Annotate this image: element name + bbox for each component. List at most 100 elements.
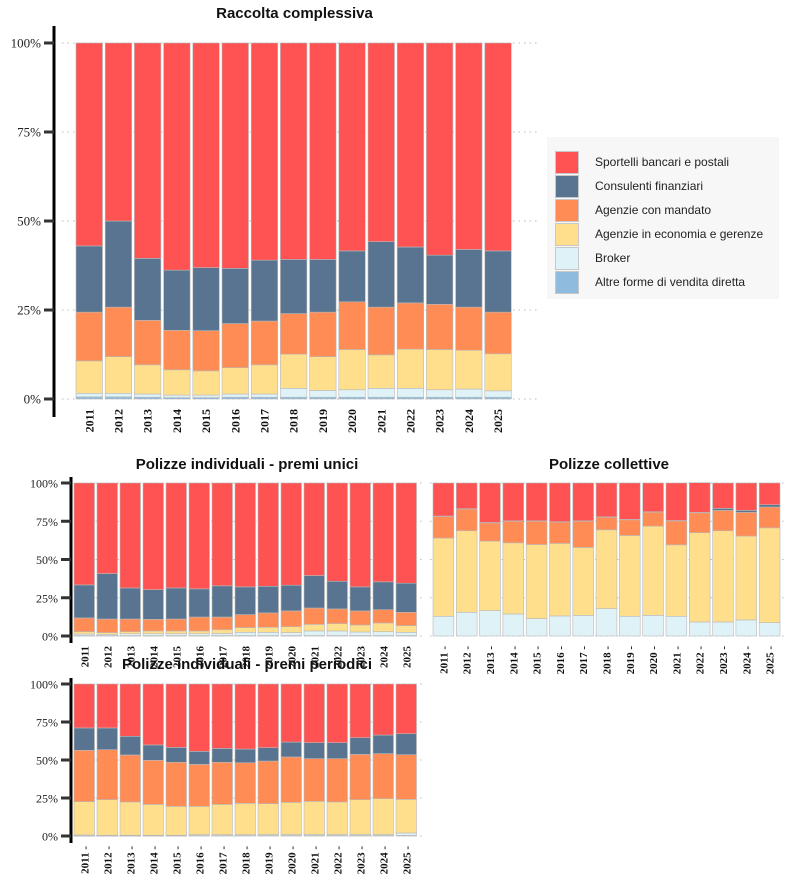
y-tick-label: 75% (36, 716, 58, 730)
x-tick-label: 2025 - (401, 846, 413, 875)
bar-segment (165, 630, 187, 635)
y-tick-label: 25% (17, 303, 41, 318)
bar-segment (372, 609, 394, 624)
x-tick-label: 2013 - (485, 646, 497, 675)
bar-segment (396, 388, 425, 398)
x-tick-label: 2024 (378, 646, 390, 669)
x-tick-label: 2020 - (648, 646, 660, 675)
legend-swatch-sportelli (555, 150, 579, 174)
bar-segment (484, 353, 512, 392)
bar-2017 (572, 482, 594, 637)
bar-segment (280, 610, 302, 627)
x-tick-label: 2013 (125, 646, 137, 669)
bar-segment (665, 544, 688, 617)
bar-segment (234, 482, 256, 588)
bar-segment (234, 627, 256, 633)
bar-2025 (395, 482, 417, 637)
bar-segment (165, 618, 187, 632)
bar-segment (309, 42, 337, 260)
bar-2025 (758, 482, 781, 637)
bar-segment (280, 756, 302, 803)
legend-swatch-agenzie-economia (555, 222, 579, 246)
bar-segment (525, 618, 548, 637)
bar-segment (372, 581, 394, 610)
bar-segment (96, 618, 118, 633)
x-tick-label: 2016 (194, 646, 206, 669)
bar-segment (372, 798, 394, 835)
chart-title-unici: Polizze individuali - premi unici (135, 456, 359, 473)
bar-segment (572, 520, 594, 548)
chart-unici: 2011 2012 2013 2014 2015 2016 2017 2018 2019 2020… (30, 477, 422, 669)
chart-title-collettive: Polizze collettive (548, 456, 670, 473)
bar-segment (165, 683, 187, 748)
bar-segment (395, 799, 417, 834)
bar-segment (75, 396, 103, 400)
legend-label-sportelli: Sportelli bancari e postali (595, 155, 730, 169)
bar-segment (349, 624, 371, 633)
bar-segment (479, 482, 501, 523)
bar-segment (484, 250, 512, 313)
bar-segment (432, 537, 455, 617)
bar-segment (549, 615, 571, 637)
bar-2017 (211, 482, 233, 637)
bar-segment (257, 683, 279, 748)
bar-2021 (367, 42, 395, 400)
bar-segment (349, 482, 371, 588)
x-tick-label: 2015 (199, 409, 213, 433)
legend-swatch-broker (555, 246, 579, 270)
bar-segment (142, 744, 164, 761)
bar-segment (338, 250, 366, 303)
bar-2024 (372, 683, 394, 837)
bar-segment (372, 734, 394, 754)
bar-segment (165, 747, 187, 763)
bar-segment (142, 760, 164, 805)
bar-segment (455, 306, 483, 351)
bar-segment (250, 259, 278, 322)
bar-segment (396, 42, 425, 248)
bar-segment (595, 516, 618, 531)
bar-segment (665, 615, 688, 637)
bar-segment (211, 482, 233, 587)
bar-segment (303, 683, 325, 743)
bar-2012 (96, 482, 118, 637)
bar-segment (142, 804, 164, 836)
bar-segment (642, 482, 664, 513)
bar-segment (367, 354, 395, 389)
x-tick-label: 2025 (491, 409, 505, 433)
bar-segment (349, 586, 371, 612)
bar-segment (75, 311, 103, 362)
bar-segment (280, 313, 308, 355)
bar-segment (595, 529, 618, 609)
bar-segment (257, 760, 279, 804)
bar-2013 (479, 482, 501, 637)
bar-segment (257, 747, 279, 762)
bar-segment (280, 632, 302, 636)
bar-segment (758, 482, 781, 506)
x-tick-label: 2019 (316, 409, 330, 433)
bar-segment (211, 633, 233, 636)
bar-2018 (234, 482, 256, 637)
bar-segment (142, 630, 164, 635)
bar-segment (234, 614, 256, 628)
y-tick-label: 100% (11, 36, 42, 51)
x-tick-label: 2013 (141, 409, 155, 433)
bar-segment (432, 482, 455, 517)
bar-segment (188, 630, 210, 635)
bar-segment (525, 544, 548, 619)
bar-segment (119, 587, 141, 620)
bar-segment (712, 621, 734, 637)
bar-segment (73, 801, 95, 836)
bar-segment (303, 624, 325, 632)
bar-segment (758, 504, 781, 508)
bar-segment (349, 631, 371, 636)
bar-segment (257, 632, 279, 636)
bar-segment (234, 762, 256, 804)
bar-segment (338, 389, 366, 398)
bar-2014 (163, 42, 191, 400)
bar-2012 (96, 683, 118, 837)
bar-segment (549, 543, 571, 617)
bar-segment (338, 42, 366, 252)
x-tick-label: 2021 (374, 409, 388, 433)
bar-segment (134, 258, 162, 321)
